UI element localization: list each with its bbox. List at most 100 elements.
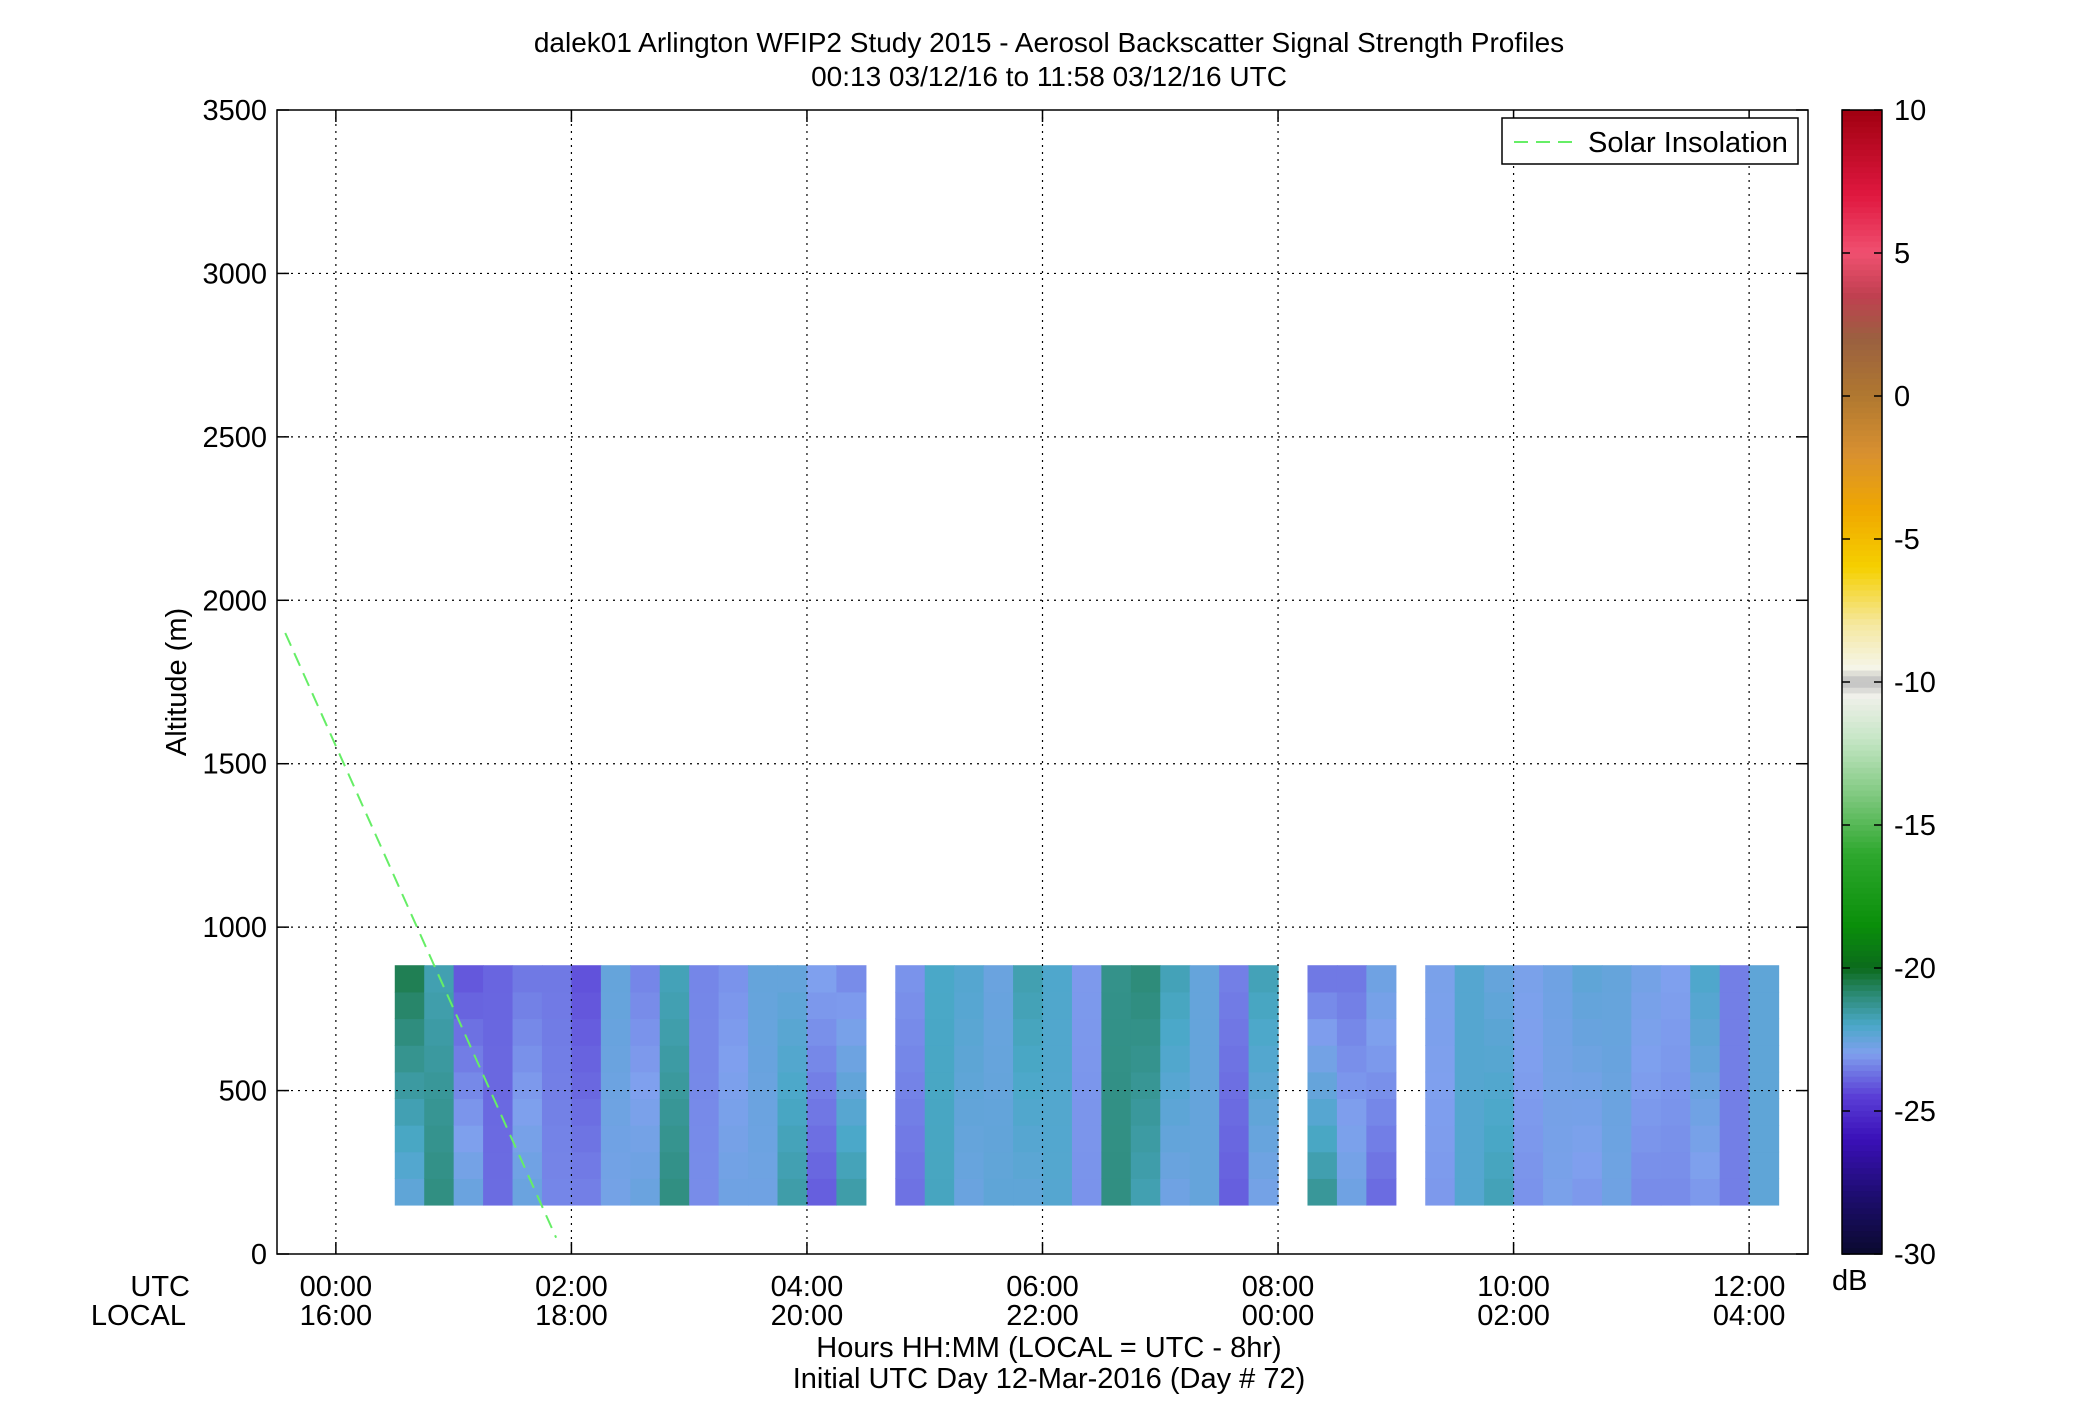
colorbar-swatch (1842, 893, 1882, 901)
heatmap-cell (541, 1071, 573, 1100)
heatmap-cell (630, 1045, 661, 1073)
colorbar-swatch (1842, 441, 1882, 449)
x-tick-label-local: 02:00 (1477, 1300, 1550, 1332)
heatmap-cell (394, 1071, 425, 1100)
heatmap-cell (748, 1151, 779, 1179)
colorbar-swatch (1842, 493, 1882, 500)
colorbar-swatch (1842, 1162, 1882, 1169)
heatmap-cell (1336, 965, 1367, 993)
colorbar-swatch (1842, 727, 1882, 735)
heatmap-cell (541, 965, 573, 993)
heatmap-cell (1513, 1018, 1544, 1046)
heatmap-cell (895, 1178, 926, 1206)
heatmap-cell (1336, 1125, 1367, 1153)
heatmap-cell (659, 1018, 690, 1046)
colorbar-swatch (1842, 985, 1882, 992)
colorbar-swatch (1842, 373, 1882, 380)
heatmap-cell (1543, 1018, 1574, 1046)
heatmap-cell (1543, 965, 1574, 993)
colorbar-swatch (1842, 1191, 1882, 1198)
colorbar-swatch (1842, 584, 1882, 592)
colorbar-swatch (1842, 1042, 1882, 1049)
colorbar-swatch (1842, 436, 1882, 443)
heatmap-cell (600, 991, 631, 1020)
heatmap-cell (1631, 1018, 1662, 1046)
heatmap-cell (1601, 1045, 1632, 1073)
heatmap-cell (1013, 1098, 1044, 1126)
heatmap-cell (1454, 1018, 1485, 1046)
heatmap-cell (1013, 1018, 1044, 1046)
heatmap-cell (659, 1151, 690, 1179)
heatmap-cell (1719, 1125, 1750, 1153)
heatmap-cell (1160, 1178, 1191, 1206)
heatmap-cell (571, 1071, 602, 1100)
heatmap-cell (1366, 965, 1397, 993)
colorbar-swatch (1842, 344, 1882, 351)
colorbar-swatch (1842, 596, 1882, 603)
heatmap-cell (1013, 1045, 1044, 1073)
heatmap-cell (1690, 1045, 1721, 1073)
x-tick-label-local: 04:00 (1713, 1300, 1786, 1332)
heatmap-cell (394, 1178, 425, 1206)
heatmap-cell (924, 1045, 955, 1073)
colorbar-swatch (1842, 699, 1882, 706)
heatmap-cell (718, 965, 749, 993)
heatmap-cell (1719, 1178, 1750, 1206)
heatmap-cell (1366, 1178, 1397, 1206)
heatmap-cell (924, 991, 955, 1020)
colorbar-swatch (1842, 464, 1882, 472)
heatmap-cell (1425, 1151, 1456, 1179)
heatmap-cell (1660, 1178, 1691, 1206)
heatmap-cell (689, 991, 720, 1020)
heatmap-cell (1513, 965, 1544, 993)
heatmap-cell (1219, 1071, 1250, 1100)
heatmap-cell (983, 1071, 1014, 1100)
colorbar-swatch (1842, 710, 1882, 718)
heatmap-cell (1572, 1178, 1603, 1206)
heatmap-cell (1572, 1071, 1603, 1100)
heatmap-cell (1719, 1151, 1750, 1179)
heatmap-cell (954, 1018, 985, 1046)
colorbar-swatch (1842, 247, 1882, 254)
heatmap-cell (1248, 1045, 1279, 1073)
heatmap-cell (1601, 1098, 1632, 1126)
heatmap-cell (1248, 1098, 1279, 1126)
heatmap-cell (1719, 991, 1750, 1020)
colorbar-swatch (1842, 458, 1882, 466)
colorbar-tick-label: 10 (1894, 95, 1926, 127)
heatmap-cell (483, 965, 514, 993)
heatmap-cell (718, 1018, 749, 1046)
heatmap-cell (777, 1125, 808, 1153)
colorbar-swatch (1842, 298, 1882, 306)
heatmap-cell (1425, 1098, 1456, 1126)
colorbar-swatch (1842, 996, 1882, 1004)
colorbar-swatch (1842, 172, 1882, 180)
heatmap-cell (954, 1045, 985, 1073)
heatmap-cell (954, 1125, 985, 1153)
heatmap-cell (806, 1098, 837, 1126)
heatmap-cell (1101, 1018, 1132, 1046)
colorbar-tick-label: 5 (1894, 238, 1910, 270)
x-row-label-local: LOCAL (91, 1300, 186, 1332)
heatmap-cell (1013, 965, 1044, 993)
heatmap-cell (600, 1071, 631, 1100)
x-tick-label-utc: 10:00 (1477, 1271, 1550, 1303)
heatmap-cell (1071, 1098, 1102, 1126)
heatmap-cell (1660, 965, 1691, 993)
heatmap-cell (1690, 965, 1721, 993)
heatmap-cell (1130, 1071, 1161, 1100)
colorbar-swatch (1842, 847, 1882, 855)
colorbar-swatch (1842, 390, 1882, 397)
heatmap-cell (777, 965, 808, 993)
colorbar-swatch (1842, 161, 1882, 168)
heatmap-cell (895, 1071, 926, 1100)
heatmap-cell (1307, 1125, 1338, 1153)
colorbar-swatch (1842, 1122, 1882, 1129)
heatmap-cell (1425, 1018, 1456, 1046)
heatmap-cell (1248, 965, 1279, 993)
heatmap-cell (1336, 991, 1367, 1020)
heatmap-cell (1336, 1018, 1367, 1046)
y-tick-label: 0 (251, 1239, 267, 1271)
heatmap-cell (1660, 991, 1691, 1020)
x-axis: 00:0016:0002:0018:0004:0020:0006:0022:00… (300, 110, 1786, 1332)
